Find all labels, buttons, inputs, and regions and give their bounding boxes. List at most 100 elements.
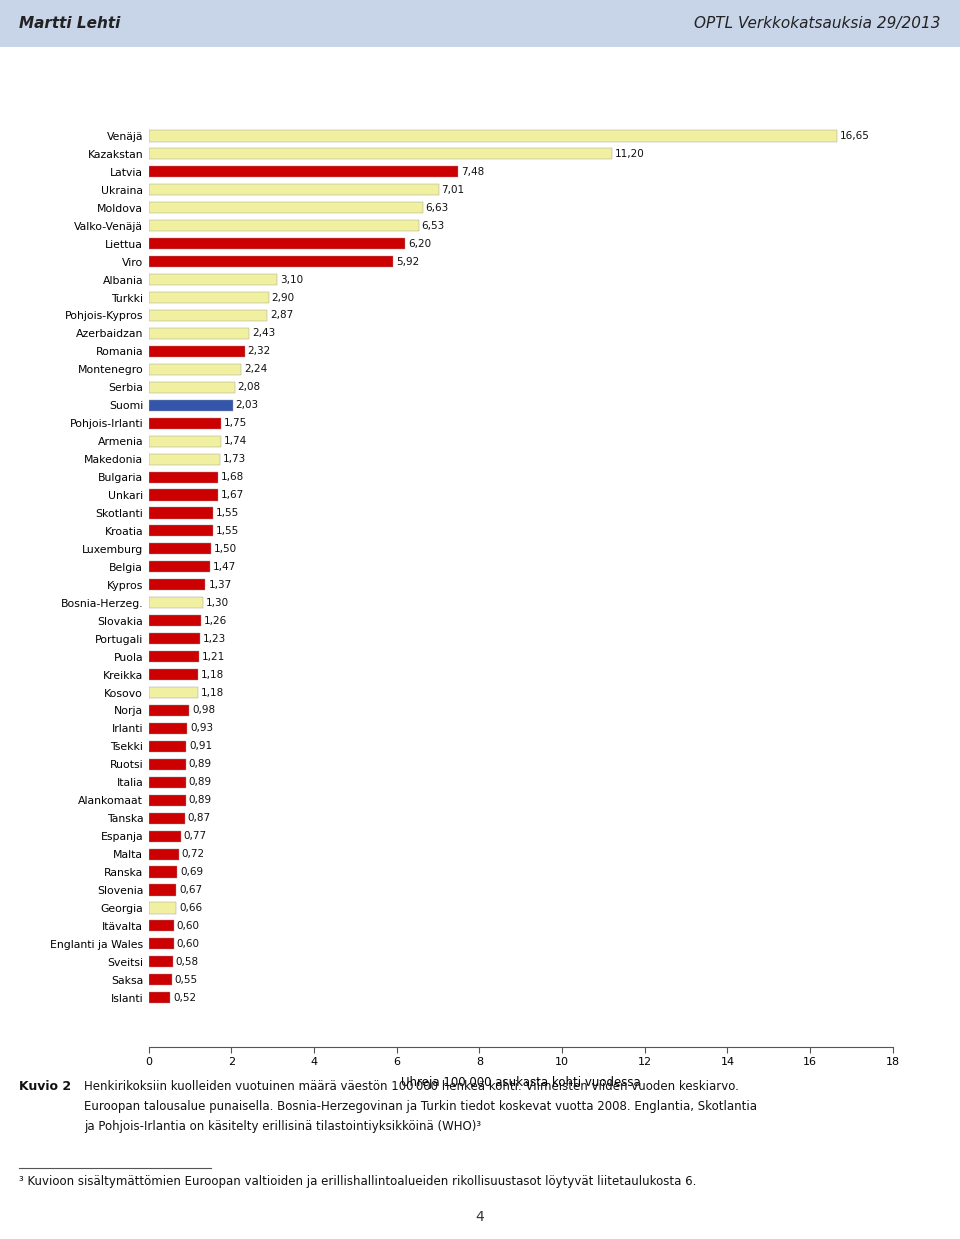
Bar xyxy=(149,436,221,447)
Bar xyxy=(149,400,232,411)
Text: 1,68: 1,68 xyxy=(221,472,245,482)
Bar xyxy=(149,921,174,932)
Text: 1,18: 1,18 xyxy=(201,669,224,679)
Bar xyxy=(149,597,203,608)
Text: 1,73: 1,73 xyxy=(223,455,247,465)
Text: 2,08: 2,08 xyxy=(238,383,261,393)
Bar xyxy=(149,705,189,716)
Text: 2,03: 2,03 xyxy=(235,400,259,410)
Text: ³ Kuvioon sisältymättömien Euroopan valtioiden ja erillishallintoalueiden rikoll: ³ Kuvioon sisältymättömien Euroopan valt… xyxy=(19,1175,697,1187)
Bar xyxy=(149,794,185,805)
Text: Euroopan talousalue punaisella. Bosnia-Herzegovinan ja Turkin tiedot koskevat vu: Euroopan talousalue punaisella. Bosnia-H… xyxy=(84,1100,757,1113)
Bar xyxy=(149,830,180,841)
Text: 2,87: 2,87 xyxy=(271,311,294,321)
Text: 0,91: 0,91 xyxy=(189,741,212,751)
Bar xyxy=(149,741,186,752)
Bar xyxy=(149,292,269,304)
Text: 2,32: 2,32 xyxy=(248,347,271,357)
Bar xyxy=(149,166,458,177)
Bar xyxy=(149,130,837,141)
Text: 11,20: 11,20 xyxy=(614,149,644,159)
Text: 0,98: 0,98 xyxy=(192,705,215,715)
Bar xyxy=(149,328,250,339)
Bar xyxy=(149,722,187,733)
Bar xyxy=(149,202,422,213)
Text: ja Pohjois-Irlantia on käsitelty erillisinä tilastointiyksikköinä (WHO)³: ja Pohjois-Irlantia on käsitelty erillis… xyxy=(84,1120,482,1132)
Text: 6,20: 6,20 xyxy=(408,239,431,249)
Text: 0,66: 0,66 xyxy=(179,903,203,913)
Bar xyxy=(149,418,221,429)
Text: 7,01: 7,01 xyxy=(442,185,465,195)
Text: 6,53: 6,53 xyxy=(421,221,444,230)
Text: 0,77: 0,77 xyxy=(183,831,206,841)
Text: 0,55: 0,55 xyxy=(175,975,198,985)
Text: 3,10: 3,10 xyxy=(279,275,303,285)
Bar xyxy=(149,758,185,769)
Bar xyxy=(149,472,218,483)
Bar xyxy=(149,866,178,877)
Bar xyxy=(149,256,394,268)
Text: 1,55: 1,55 xyxy=(216,525,239,536)
Text: 1,74: 1,74 xyxy=(224,436,247,446)
Text: 1,21: 1,21 xyxy=(202,652,225,662)
Text: 0,89: 0,89 xyxy=(188,777,211,787)
Bar xyxy=(149,902,176,913)
Text: 0,69: 0,69 xyxy=(180,867,204,877)
Text: 2,24: 2,24 xyxy=(244,364,268,374)
Bar xyxy=(149,957,173,968)
Text: 2,43: 2,43 xyxy=(252,328,276,338)
Text: 1,55: 1,55 xyxy=(216,508,239,518)
Text: 1,47: 1,47 xyxy=(212,561,236,572)
Text: 0,58: 0,58 xyxy=(176,957,199,966)
Bar xyxy=(149,813,184,824)
Bar xyxy=(149,579,205,590)
Text: Martti Lehti: Martti Lehti xyxy=(19,16,121,31)
Text: 0,52: 0,52 xyxy=(173,992,196,1002)
Text: 0,60: 0,60 xyxy=(177,939,200,949)
Bar xyxy=(149,650,199,662)
Text: 6,63: 6,63 xyxy=(425,203,449,213)
Bar xyxy=(149,310,268,321)
Bar xyxy=(149,686,198,698)
Text: 1,23: 1,23 xyxy=(203,633,226,643)
Bar xyxy=(149,544,211,555)
Text: 0,87: 0,87 xyxy=(187,813,211,823)
Text: 0,67: 0,67 xyxy=(180,885,203,895)
Bar xyxy=(149,525,213,536)
Bar xyxy=(149,885,177,896)
Bar xyxy=(149,274,276,285)
Bar xyxy=(149,992,170,1004)
Bar xyxy=(149,633,200,644)
Bar xyxy=(149,364,241,375)
Bar xyxy=(149,508,213,519)
Bar xyxy=(149,382,235,393)
Bar xyxy=(149,185,439,196)
Bar xyxy=(149,489,218,501)
Text: 2,90: 2,90 xyxy=(272,292,295,302)
Text: 0,72: 0,72 xyxy=(181,849,204,859)
Text: 1,75: 1,75 xyxy=(224,419,248,429)
Bar xyxy=(149,615,201,626)
Text: OPTL Verkkokatsauksia 29/2013: OPTL Verkkokatsauksia 29/2013 xyxy=(694,16,941,31)
Text: Kuvio 2: Kuvio 2 xyxy=(19,1080,71,1093)
Text: 0,93: 0,93 xyxy=(190,724,213,733)
Bar xyxy=(149,149,612,160)
Bar xyxy=(149,849,179,860)
Text: 16,65: 16,65 xyxy=(840,131,870,141)
Text: 1,67: 1,67 xyxy=(221,491,244,501)
X-axis label: Uhreja 100 000 asukasta kohti vuodessa: Uhreja 100 000 asukasta kohti vuodessa xyxy=(401,1075,640,1089)
Text: 1,30: 1,30 xyxy=(205,597,228,608)
Bar xyxy=(149,777,185,788)
Text: 0,89: 0,89 xyxy=(188,795,211,805)
Text: 4: 4 xyxy=(475,1211,485,1224)
Text: 1,18: 1,18 xyxy=(201,688,224,698)
Text: 5,92: 5,92 xyxy=(396,256,420,266)
Bar xyxy=(149,669,198,680)
Text: 1,26: 1,26 xyxy=(204,616,227,626)
Bar xyxy=(149,453,220,465)
Bar xyxy=(149,346,245,357)
Bar xyxy=(149,974,172,985)
Text: Henkirikoksiin kuolleiden vuotuinen määrä väestön 100 000 henkeä kohti. Viimeis: Henkirikoksiin kuolleiden vuotuinen määr… xyxy=(84,1080,739,1093)
Bar xyxy=(149,561,209,572)
Text: 1,50: 1,50 xyxy=(214,544,237,554)
